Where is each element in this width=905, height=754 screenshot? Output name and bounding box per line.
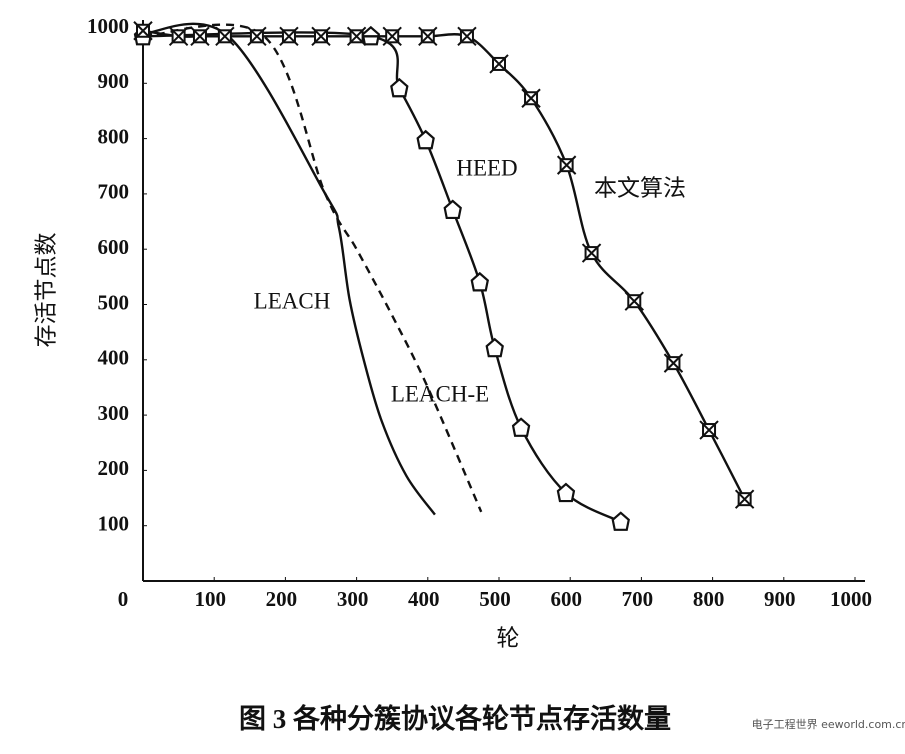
x-tick-label: 500 [479,587,511,611]
x-tick-label: 100 [194,587,226,611]
watermark: 电子工程世界 eeworld.com.cn [752,718,905,731]
marker-part [390,77,409,98]
marker-part [457,26,477,47]
y-tick-label: 900 [98,69,130,93]
data-point [485,337,504,358]
data-point [511,417,531,437]
marker-part [346,26,367,47]
x-tick-label: 200 [266,587,298,611]
data-point [556,155,577,175]
x-tick-label: 300 [337,587,369,611]
data-point [311,26,331,47]
data-point [489,54,509,74]
data-point [556,482,576,503]
series-line [142,31,622,523]
data-point [457,26,477,47]
data-point [416,129,435,150]
data-point [663,353,684,373]
y-tick-label: 200 [98,456,130,480]
series-label: LEACH [254,288,331,313]
x-tick-label: 1000 [830,587,872,611]
marker-part [611,511,630,531]
data-point [382,26,402,47]
data-point [521,88,541,108]
marker-part [247,26,267,47]
data-point [346,26,367,47]
data-point [168,26,189,47]
data-point [390,77,409,98]
marker-part [279,26,299,47]
marker-part [443,199,462,220]
marker-part [624,291,644,311]
x-tick-label: 900 [764,587,796,611]
x-tick-label: 0 [118,587,129,611]
data-point [734,489,755,509]
x-tick-label: 800 [693,587,725,611]
marker-part [470,271,489,292]
marker-part [556,155,577,175]
marker-part [485,337,504,358]
y-tick-label: 600 [98,235,130,259]
data-point [470,271,489,292]
y-tick-label: 400 [98,346,130,370]
series-label: LEACH-E [391,381,489,406]
marker-part [556,482,576,503]
y-tick-label: 1000 [87,14,129,38]
data-point [279,26,299,47]
y-tick-label: 300 [98,401,130,425]
series-line [142,29,746,500]
data-point [215,26,235,47]
series-line [142,22,436,516]
marker-part [511,417,531,437]
marker-part [521,88,541,108]
y-axis-label: 存活节点数 [33,233,58,348]
x-tick-label: 400 [408,587,440,611]
data-point [699,420,719,440]
data-point [133,21,153,41]
marker-part [382,26,402,47]
y-tick-label: 100 [98,512,130,536]
marker-part [133,21,153,41]
data-point [190,26,210,47]
data-point [611,511,630,531]
marker-part [418,26,438,47]
y-tick-label: 700 [98,180,130,204]
x-tick-label: 600 [550,587,582,611]
series-line [142,23,483,513]
data-point [418,26,438,47]
marker-part [734,489,755,509]
marker-part [581,243,602,263]
marker-part [168,26,189,47]
marker-part [190,26,210,47]
y-tick-label: 800 [98,124,130,148]
series-label: HEED [456,155,517,180]
caption: 图 3 各种分簇协议各轮节点存活数量 [239,703,671,734]
data-point [624,291,644,311]
marker-part [311,26,331,47]
data-point [247,26,267,47]
marker-part [663,353,684,373]
x-tick-label: 700 [622,587,654,611]
data-point [581,243,602,263]
series-label: 本文算法 [594,175,686,200]
y-tick-label: 500 [98,290,130,314]
marker-part [699,420,719,440]
data-point [443,199,462,220]
x-axis-label: 轮 [497,625,520,650]
marker-part [489,54,509,74]
marker-part [416,129,435,150]
marker-part [215,26,235,47]
